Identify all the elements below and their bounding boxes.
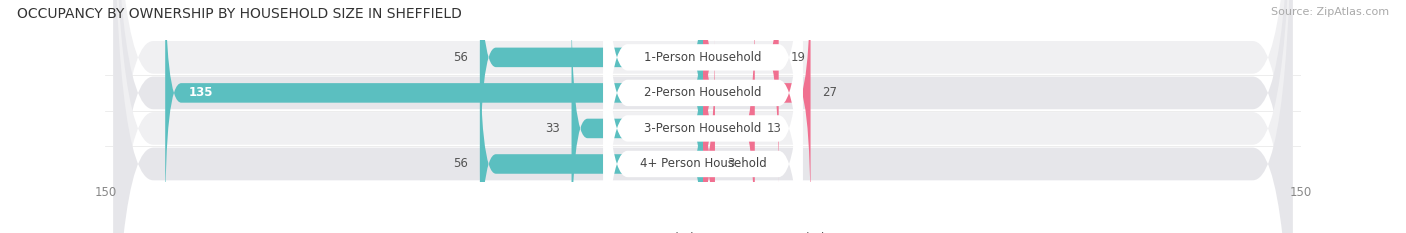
Text: 1-Person Household: 1-Person Household <box>644 51 762 64</box>
FancyBboxPatch shape <box>603 0 803 233</box>
Text: 135: 135 <box>188 86 214 99</box>
FancyBboxPatch shape <box>703 0 779 190</box>
FancyBboxPatch shape <box>699 32 718 233</box>
Text: OCCUPANCY BY OWNERSHIP BY HOUSEHOLD SIZE IN SHEFFIELD: OCCUPANCY BY OWNERSHIP BY HOUSEHOLD SIZE… <box>17 7 461 21</box>
Text: 27: 27 <box>823 86 838 99</box>
Text: 13: 13 <box>766 122 782 135</box>
FancyBboxPatch shape <box>603 0 803 233</box>
Text: 33: 33 <box>546 122 560 135</box>
Text: 3: 3 <box>727 158 734 171</box>
Text: 4+ Person Household: 4+ Person Household <box>640 158 766 171</box>
FancyBboxPatch shape <box>166 0 703 225</box>
FancyBboxPatch shape <box>479 0 703 190</box>
Text: 56: 56 <box>453 158 468 171</box>
Text: 3-Person Household: 3-Person Household <box>644 122 762 135</box>
FancyBboxPatch shape <box>114 0 1292 233</box>
FancyBboxPatch shape <box>479 32 703 233</box>
Text: 56: 56 <box>453 51 468 64</box>
Legend: Owner-occupied, Renter-occupied: Owner-occupied, Renter-occupied <box>576 227 830 233</box>
FancyBboxPatch shape <box>703 0 810 225</box>
Text: 19: 19 <box>790 51 806 64</box>
FancyBboxPatch shape <box>114 0 1292 233</box>
FancyBboxPatch shape <box>114 0 1292 233</box>
FancyBboxPatch shape <box>571 0 703 233</box>
FancyBboxPatch shape <box>603 0 803 233</box>
Text: 2-Person Household: 2-Person Household <box>644 86 762 99</box>
FancyBboxPatch shape <box>114 0 1292 233</box>
Text: Source: ZipAtlas.com: Source: ZipAtlas.com <box>1271 7 1389 17</box>
FancyBboxPatch shape <box>603 0 803 233</box>
FancyBboxPatch shape <box>703 0 755 233</box>
